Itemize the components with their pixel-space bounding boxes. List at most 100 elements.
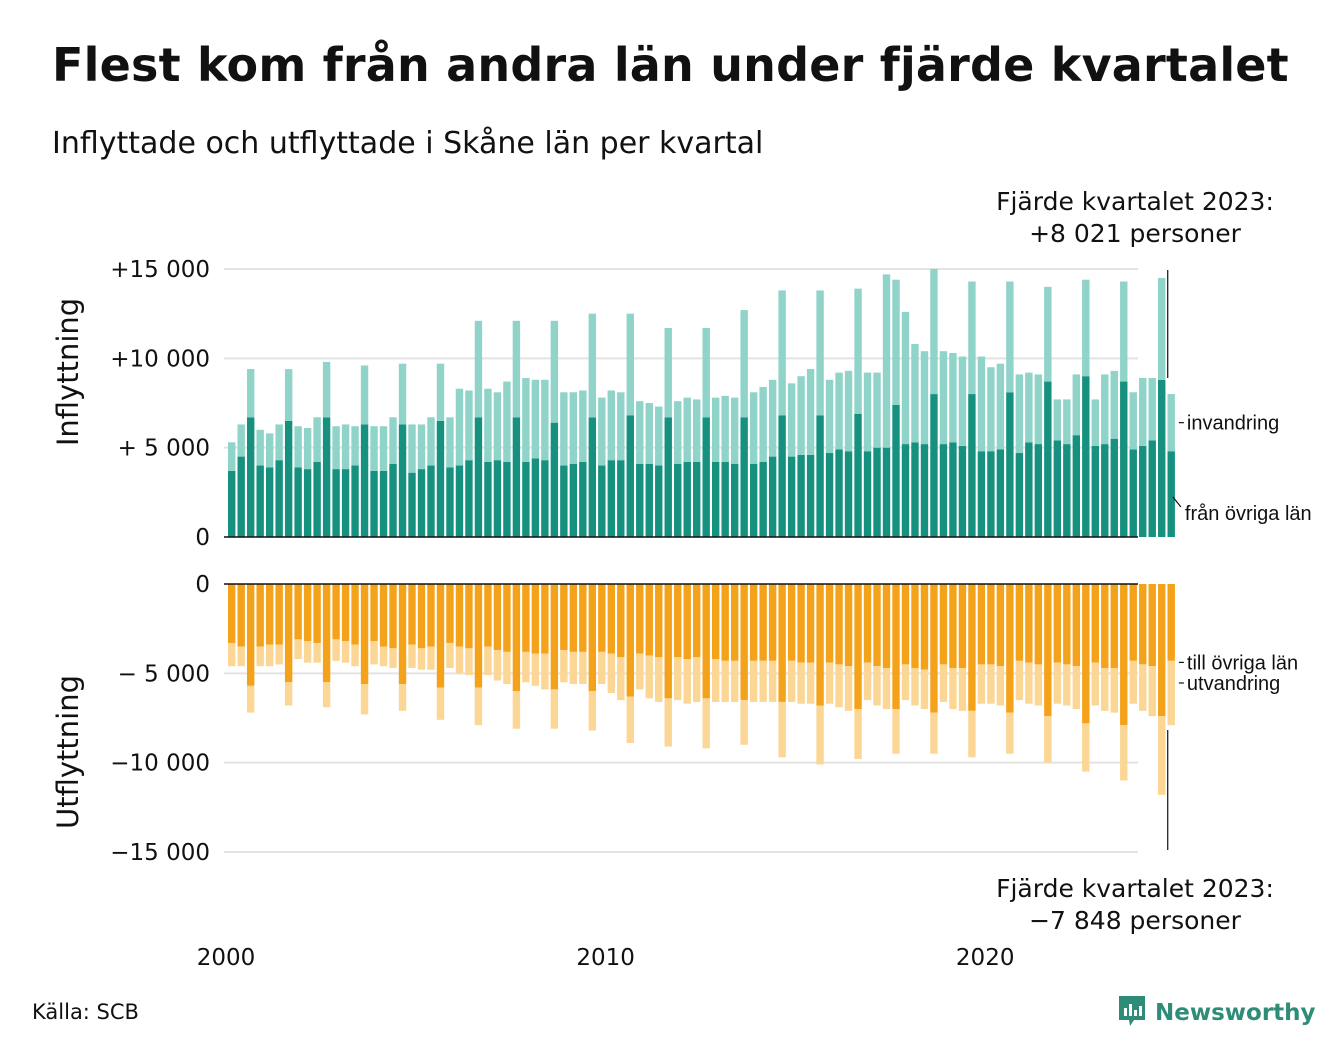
bar-to-other-counties bbox=[664, 584, 672, 699]
bar-to-other-counties bbox=[693, 584, 701, 658]
bar-emigration bbox=[1072, 666, 1081, 710]
bar-immigration bbox=[531, 379, 540, 459]
bar-emigration bbox=[284, 682, 293, 706]
bar-to-other-counties bbox=[379, 584, 388, 647]
y-axis-title-bottom: Utflyttning bbox=[51, 675, 85, 829]
newsworthy-logo: Newsworthy bbox=[1117, 994, 1316, 1032]
bar-from-other-counties bbox=[436, 420, 445, 537]
bar-from-other-counties bbox=[920, 444, 929, 537]
bar-immigration bbox=[958, 356, 967, 446]
bar-to-other-counties bbox=[711, 584, 720, 660]
bar-to-other-counties bbox=[816, 584, 824, 706]
bar-emigration bbox=[749, 660, 758, 702]
bar-emigration bbox=[474, 687, 483, 726]
x-tick-label: 2020 bbox=[956, 945, 1015, 971]
bar-emigration bbox=[778, 701, 786, 758]
bar-immigration bbox=[892, 279, 900, 405]
bar-emigration bbox=[996, 666, 1005, 706]
bar-to-other-counties bbox=[427, 584, 435, 647]
bar-from-other-counties bbox=[844, 451, 853, 537]
bar-from-other-counties bbox=[446, 467, 454, 537]
bar-emigration bbox=[550, 689, 559, 729]
bar-emigration bbox=[1167, 660, 1175, 726]
bar-emigration bbox=[1148, 666, 1156, 717]
bar-emigration bbox=[246, 685, 255, 713]
bar-emigration bbox=[588, 691, 597, 731]
bar-from-other-counties bbox=[1025, 442, 1033, 537]
bar-emigration bbox=[531, 653, 540, 686]
bar-from-other-counties bbox=[645, 463, 653, 537]
bar-immigration bbox=[1044, 286, 1052, 382]
bar-emigration bbox=[1034, 664, 1043, 706]
bar-emigration bbox=[398, 684, 407, 711]
bar-immigration bbox=[683, 397, 691, 462]
bar-from-other-counties bbox=[835, 449, 843, 537]
bar-immigration bbox=[825, 379, 834, 454]
bar-from-other-counties bbox=[1120, 381, 1128, 537]
bar-emigration bbox=[1025, 662, 1033, 704]
callout-top-line2: +8 021 personer bbox=[1029, 219, 1241, 248]
bar-to-other-counties bbox=[1015, 584, 1024, 661]
bar-immigration bbox=[930, 269, 938, 395]
bar-to-other-counties bbox=[484, 584, 492, 647]
bar-to-other-counties bbox=[360, 584, 369, 685]
bar-emigration bbox=[835, 664, 843, 708]
bar-to-other-counties bbox=[797, 584, 805, 663]
bar-emigration bbox=[379, 646, 388, 667]
bar-from-other-counties bbox=[702, 417, 710, 537]
bar-from-other-counties bbox=[598, 465, 606, 537]
bar-emigration bbox=[436, 687, 445, 720]
bar-to-other-counties bbox=[863, 584, 872, 663]
bar-from-other-counties bbox=[740, 417, 748, 537]
bar-immigration bbox=[550, 320, 559, 423]
bar-emigration bbox=[617, 657, 625, 701]
bar-emigration bbox=[1129, 660, 1137, 704]
bar-immigration bbox=[237, 424, 245, 457]
bar-from-other-counties bbox=[427, 465, 435, 537]
bar-from-other-counties bbox=[949, 442, 957, 537]
bar-emigration bbox=[522, 651, 530, 683]
bar-from-other-counties bbox=[408, 472, 416, 537]
bar-emigration bbox=[1063, 664, 1071, 706]
bar-from-other-counties bbox=[617, 460, 625, 537]
bar-emigration bbox=[455, 646, 464, 674]
bar-immigration bbox=[284, 369, 293, 421]
bar-emigration bbox=[768, 660, 777, 702]
bar-emigration bbox=[1091, 662, 1099, 706]
bar-from-other-counties bbox=[550, 422, 559, 537]
bar-to-other-counties bbox=[275, 584, 283, 645]
bar-to-other-counties bbox=[228, 584, 236, 643]
bar-immigration bbox=[455, 388, 464, 466]
bar-emigration bbox=[332, 639, 340, 661]
x-ticks: 2000 2010 2020 bbox=[197, 945, 1015, 971]
bar-from-other-counties bbox=[778, 415, 786, 537]
bar-emigration bbox=[1082, 723, 1090, 772]
bar-to-other-counties bbox=[892, 584, 900, 710]
bar-to-other-counties bbox=[569, 584, 578, 652]
bar-emigration bbox=[987, 664, 995, 704]
bar-from-other-counties bbox=[484, 461, 492, 537]
bar-to-other-counties bbox=[1158, 584, 1166, 717]
bar-to-other-counties bbox=[417, 584, 426, 649]
bar-to-other-counties bbox=[920, 584, 929, 670]
bar-emigration bbox=[797, 662, 805, 704]
bar-to-other-counties bbox=[541, 584, 549, 654]
bar-immigration bbox=[939, 351, 948, 445]
bar-emigration bbox=[294, 639, 302, 660]
bar-emigration bbox=[446, 642, 454, 668]
bar-immigration bbox=[246, 369, 255, 418]
bar-from-other-counties bbox=[854, 413, 862, 537]
bar-immigration bbox=[730, 397, 739, 464]
bar-to-other-counties bbox=[1091, 584, 1099, 663]
bar-emigration bbox=[882, 667, 891, 710]
bar-emigration bbox=[759, 660, 767, 702]
bar-to-other-counties bbox=[1063, 584, 1071, 665]
bar-to-other-counties bbox=[655, 584, 663, 658]
bar-emigration bbox=[854, 709, 862, 760]
callout-top: Fjärde kvartalet 2023: +8 021 personer bbox=[975, 186, 1295, 250]
bar-immigration bbox=[1167, 394, 1175, 452]
y-tick-label-bottom: − 5 000 bbox=[118, 661, 210, 687]
bar-immigration bbox=[417, 424, 426, 470]
bar-emigration bbox=[512, 691, 521, 729]
bar-to-other-counties bbox=[930, 584, 938, 713]
